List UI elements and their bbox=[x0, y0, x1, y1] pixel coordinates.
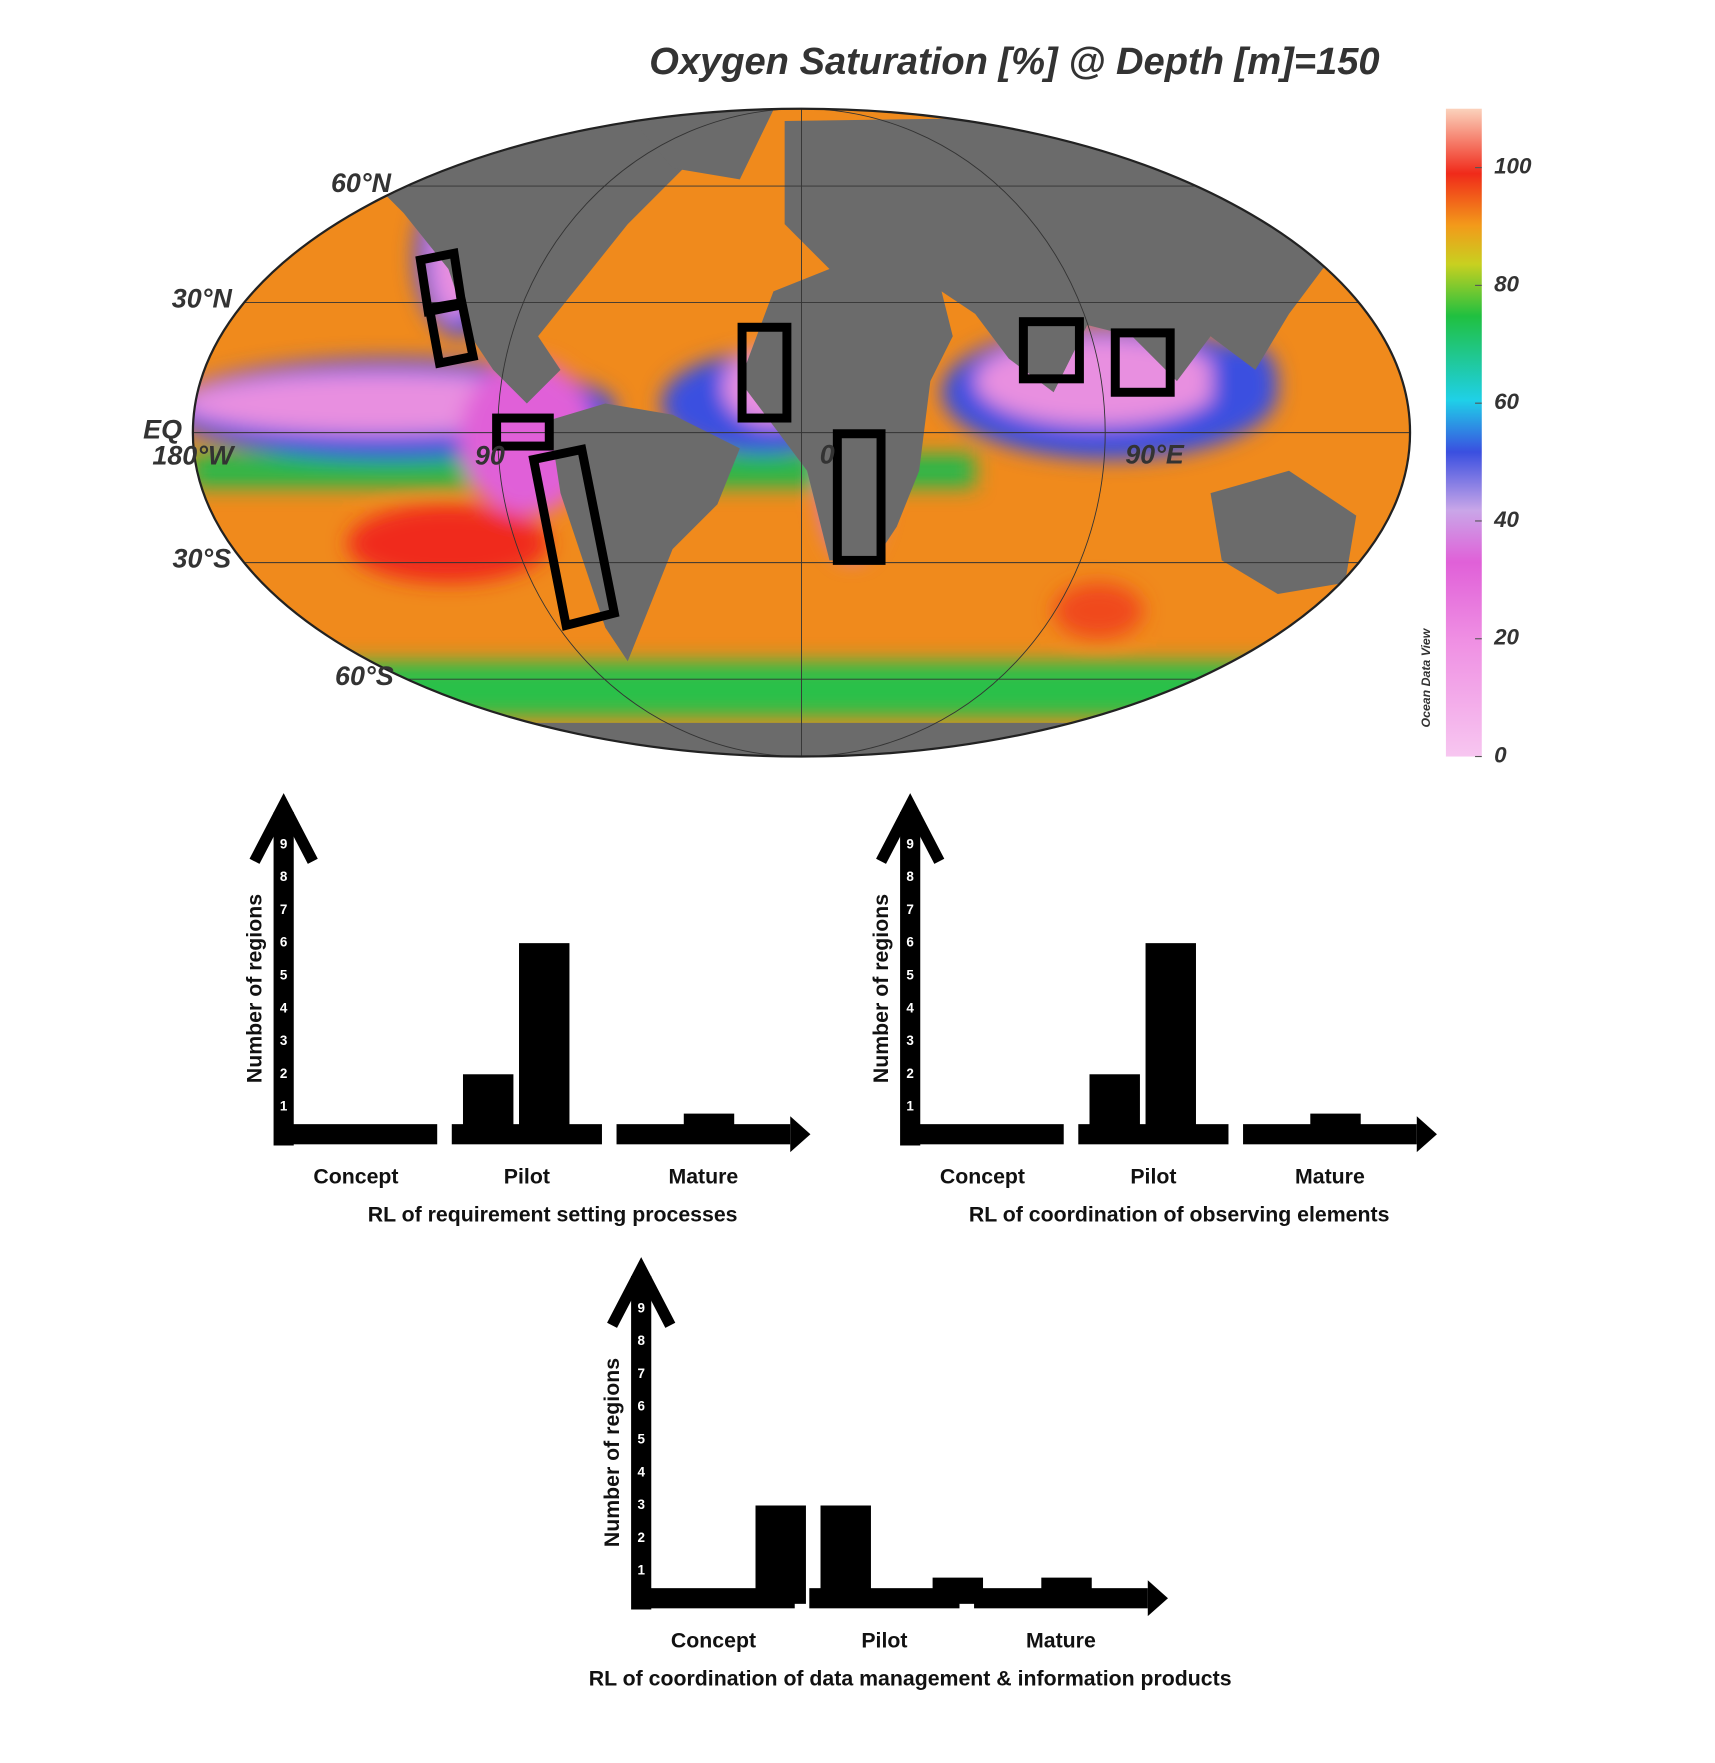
lat-label: 60°N bbox=[331, 168, 392, 198]
y-tick-label: 3 bbox=[906, 1033, 913, 1048]
x-axis-arrow bbox=[790, 1116, 811, 1153]
map-title: Oxygen Saturation [%] @ Depth [m]=150 bbox=[649, 41, 1379, 83]
x-axis-segment bbox=[632, 1588, 795, 1609]
y-axis-arrow bbox=[876, 793, 945, 864]
x-axis-segment bbox=[974, 1588, 1148, 1609]
y-tick-label: 5 bbox=[280, 967, 288, 982]
x-tick-label: Concept bbox=[940, 1165, 1025, 1189]
colorbar-tick-label: 80 bbox=[1494, 271, 1519, 296]
y-tick-label: 6 bbox=[637, 1399, 644, 1414]
x-axis-segment bbox=[616, 1124, 791, 1145]
x-tick-label: Mature bbox=[669, 1165, 739, 1189]
y-axis-label: Number of regions bbox=[600, 1358, 624, 1547]
x-tick-label: Pilot bbox=[1130, 1165, 1176, 1189]
y-tick-label: 5 bbox=[906, 967, 914, 982]
y-tick-label: 4 bbox=[637, 1464, 645, 1479]
x-tick-label: Mature bbox=[1295, 1165, 1365, 1189]
y-tick-label: 8 bbox=[906, 869, 914, 884]
bar bbox=[755, 1505, 806, 1604]
lon-label: 180°W bbox=[152, 440, 236, 470]
y-tick-label: 2 bbox=[280, 1066, 287, 1081]
colorbar bbox=[1445, 108, 1482, 757]
y-tick-label: 6 bbox=[280, 935, 287, 950]
colorbar-label: Ocean Data View bbox=[1419, 627, 1433, 727]
x-tick-label: Pilot bbox=[504, 1165, 550, 1189]
y-tick-label: 2 bbox=[906, 1066, 913, 1081]
lat-label: 60°S bbox=[335, 661, 394, 691]
x-axis-segment bbox=[1078, 1124, 1229, 1145]
y-tick-label: 9 bbox=[637, 1300, 644, 1315]
y-tick-label: 7 bbox=[280, 902, 287, 917]
y-tick-label: 7 bbox=[637, 1366, 644, 1381]
y-axis-label: Number of regions bbox=[869, 894, 893, 1083]
y-tick-label: 8 bbox=[280, 869, 288, 884]
lat-label: 30°S bbox=[173, 544, 232, 574]
y-tick-label: 1 bbox=[280, 1099, 288, 1114]
region-boxes bbox=[415, 247, 1175, 631]
x-axis-segment bbox=[1243, 1124, 1417, 1145]
y-axis-label: Number of regions bbox=[242, 894, 266, 1083]
lon-label: 90 bbox=[475, 440, 505, 470]
x-tick-label: Mature bbox=[1026, 1629, 1096, 1653]
y-tick-label: 1 bbox=[906, 1099, 914, 1114]
bar bbox=[820, 1505, 871, 1604]
colorbar-tick-label: 0 bbox=[1494, 742, 1507, 767]
x-axis-segment bbox=[451, 1124, 602, 1145]
y-tick-label: 4 bbox=[280, 1000, 288, 1015]
colorbar-tick-label: 20 bbox=[1493, 625, 1519, 650]
y-tick-label: 5 bbox=[637, 1431, 645, 1446]
y-axis-arrow bbox=[249, 793, 318, 864]
x-axis-segment bbox=[901, 1124, 1064, 1145]
y-tick-label: 3 bbox=[637, 1497, 644, 1512]
y-tick-label: 7 bbox=[906, 902, 913, 917]
y-tick-label: 8 bbox=[637, 1333, 645, 1348]
x-axis-arrow bbox=[1416, 1116, 1437, 1153]
colorbar-tick-label: 100 bbox=[1494, 154, 1532, 179]
y-tick-label: 2 bbox=[637, 1530, 644, 1545]
x-axis-label: RL of coordination of observing elements bbox=[969, 1203, 1390, 1227]
x-axis-segment bbox=[274, 1124, 438, 1145]
x-axis-arrow bbox=[1147, 1580, 1168, 1617]
x-tick-label: Pilot bbox=[861, 1629, 907, 1653]
lat-label: EQ bbox=[143, 415, 182, 445]
lat-label: 30°N bbox=[172, 283, 233, 313]
lon-label: 90°E bbox=[1125, 439, 1185, 469]
map bbox=[191, 107, 1482, 758]
x-tick-label: Concept bbox=[671, 1629, 756, 1653]
y-tick-label: 3 bbox=[280, 1033, 287, 1048]
y-tick-label: 9 bbox=[280, 836, 287, 851]
land bbox=[336, 109, 1379, 757]
x-axis-label: RL of requirement setting processes bbox=[368, 1203, 738, 1227]
lon-label: 0 bbox=[820, 439, 835, 469]
bar bbox=[519, 943, 570, 1140]
colorbar-tick-label: 60 bbox=[1494, 389, 1519, 414]
colorbar-tick-label: 40 bbox=[1493, 507, 1519, 532]
y-tick-label: 1 bbox=[637, 1563, 645, 1578]
bar bbox=[1145, 943, 1196, 1140]
y-axis-arrow bbox=[607, 1257, 676, 1328]
y-tick-label: 6 bbox=[906, 935, 913, 950]
globe-outline bbox=[191, 107, 1412, 758]
x-tick-label: Concept bbox=[313, 1165, 398, 1189]
y-tick-label: 9 bbox=[906, 836, 913, 851]
y-tick-label: 4 bbox=[906, 1000, 914, 1015]
x-axis-segment bbox=[809, 1588, 960, 1609]
x-axis-label: RL of coordination of data management & … bbox=[589, 1667, 1232, 1691]
